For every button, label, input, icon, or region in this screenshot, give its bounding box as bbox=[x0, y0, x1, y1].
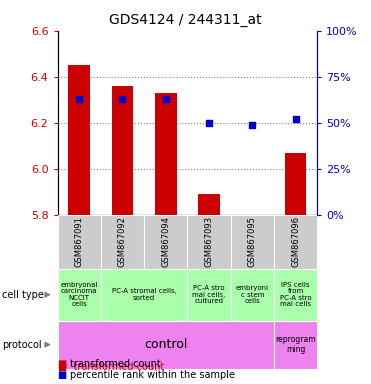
Bar bbox=[68, 65, 90, 215]
Bar bbox=[274, 215, 317, 269]
Point bbox=[206, 120, 212, 126]
Bar bbox=[58, 215, 101, 269]
Bar bbox=[187, 269, 231, 321]
Bar bbox=[58, 321, 274, 369]
Bar bbox=[144, 215, 187, 269]
Bar bbox=[242, 215, 263, 216]
Bar bbox=[231, 215, 274, 269]
Text: embryonal
carcinoma
NCCIT
cells: embryonal carcinoma NCCIT cells bbox=[60, 282, 98, 308]
Text: GSM867093: GSM867093 bbox=[204, 217, 213, 267]
Bar bbox=[101, 215, 144, 269]
Bar bbox=[187, 215, 231, 269]
Text: percentile rank within the sample: percentile rank within the sample bbox=[70, 370, 236, 380]
Text: GDS4124 / 244311_at: GDS4124 / 244311_at bbox=[109, 13, 262, 27]
Bar bbox=[58, 269, 101, 321]
Bar bbox=[285, 153, 306, 215]
Bar bbox=[101, 269, 187, 321]
Text: cell type: cell type bbox=[2, 290, 44, 300]
Text: reprogram
ming: reprogram ming bbox=[275, 335, 316, 354]
Text: ■: ■ bbox=[58, 359, 67, 369]
Text: PC-A stromal cells,
sorted: PC-A stromal cells, sorted bbox=[112, 288, 177, 301]
Point bbox=[293, 116, 299, 122]
Text: PC-A stro
mal cells,
cultured: PC-A stro mal cells, cultured bbox=[193, 285, 226, 304]
Text: GSM867092: GSM867092 bbox=[118, 217, 127, 267]
Bar bbox=[112, 86, 133, 215]
Text: GSM867091: GSM867091 bbox=[75, 217, 83, 267]
Text: GSM867096: GSM867096 bbox=[291, 217, 300, 267]
Text: GSM867094: GSM867094 bbox=[161, 217, 170, 267]
Bar bbox=[274, 321, 317, 369]
Point bbox=[76, 96, 82, 102]
Text: embryoni
c stem
cells: embryoni c stem cells bbox=[236, 285, 269, 304]
Bar bbox=[198, 194, 220, 215]
Text: IPS cells
from
PC-A stro
mal cells: IPS cells from PC-A stro mal cells bbox=[280, 282, 311, 308]
Text: ■  transformed count: ■ transformed count bbox=[58, 362, 164, 372]
Bar bbox=[231, 269, 274, 321]
Text: GSM867095: GSM867095 bbox=[248, 217, 257, 267]
Bar bbox=[155, 93, 177, 215]
Point bbox=[119, 96, 125, 102]
Text: protocol: protocol bbox=[2, 339, 42, 350]
Text: ■: ■ bbox=[58, 370, 67, 380]
Point bbox=[163, 96, 169, 102]
Text: control: control bbox=[144, 338, 187, 351]
Bar bbox=[274, 269, 317, 321]
Point bbox=[249, 122, 255, 128]
Text: transformed count: transformed count bbox=[70, 359, 161, 369]
